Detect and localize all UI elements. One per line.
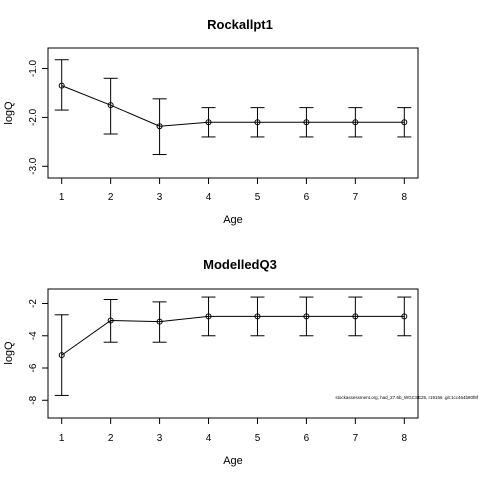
data-point xyxy=(58,352,65,359)
x-tick-label: 5 xyxy=(255,192,261,203)
series-line xyxy=(61,315,405,356)
data-point xyxy=(156,123,163,130)
x-tick-label: 2 xyxy=(108,192,114,203)
data-point xyxy=(205,119,212,126)
x-tick-label: 3 xyxy=(157,192,163,203)
x-tick-label: 1 xyxy=(59,192,65,203)
x-tick-label: 4 xyxy=(206,433,212,444)
x-tick-label: 1 xyxy=(59,433,65,444)
data-point xyxy=(254,119,261,126)
y-axis-label: logQ xyxy=(3,341,15,365)
y-tick-label: -1.0 xyxy=(28,59,39,77)
x-tick-label: 8 xyxy=(402,433,408,444)
y-tick-label: -4 xyxy=(28,331,39,340)
x-tick-label: 4 xyxy=(206,192,212,203)
x-tick-label: 7 xyxy=(353,192,359,203)
data-point xyxy=(58,82,65,89)
x-tick-label: 6 xyxy=(304,192,310,203)
data-point xyxy=(303,119,310,126)
x-axis-label: Age xyxy=(223,455,243,467)
chart-panel-rockallpt1: Rockallpt1 Age logQ 1 2 3 4 5 6 7 8 -1.0 -2.0 -3.0 xyxy=(3,17,419,226)
data-point xyxy=(156,318,163,325)
chart-title: ModelledQ3 xyxy=(203,257,277,272)
data-point xyxy=(254,313,261,320)
plot-frame xyxy=(47,47,419,179)
data-point xyxy=(303,313,310,320)
x-tick-label: 2 xyxy=(108,433,114,444)
x-tick-label: 8 xyxy=(402,192,408,203)
y-axis-label: logQ xyxy=(3,101,15,125)
watermark-text: stockassessment.org, had_27.6b_WGCSE25, … xyxy=(335,395,478,400)
data-point xyxy=(401,313,408,320)
data-point xyxy=(107,317,114,324)
y-tick-label: -2 xyxy=(28,299,39,308)
y-tick-label: -6 xyxy=(28,363,39,372)
plot-frame xyxy=(47,288,419,419)
data-point xyxy=(107,102,114,109)
chart-panel-modelledq3: ModelledQ3 Age logQ stockassessment.org,… xyxy=(3,257,479,467)
data-point xyxy=(352,119,359,126)
x-tick-label: 3 xyxy=(157,433,163,444)
data-marks: 1 2 3 4 5 6 7 8 -2 -4 -6 -8 xyxy=(28,296,412,444)
x-tick-label: 7 xyxy=(353,433,359,444)
data-point xyxy=(352,313,359,320)
x-tick-label: 6 xyxy=(304,433,310,444)
data-point xyxy=(401,119,408,126)
data-point xyxy=(205,313,212,320)
y-tick-label: -8 xyxy=(28,395,39,404)
y-tick-label: -3.0 xyxy=(28,157,39,175)
chart-title: Rockallpt1 xyxy=(207,17,273,32)
x-axis-label: Age xyxy=(223,214,243,226)
series-line xyxy=(61,85,405,127)
data-marks: 1 2 3 4 5 6 7 8 -1.0 -2.0 -3.0 xyxy=(28,59,412,203)
x-tick-label: 5 xyxy=(255,433,261,444)
y-tick-label: -2.0 xyxy=(28,108,39,126)
